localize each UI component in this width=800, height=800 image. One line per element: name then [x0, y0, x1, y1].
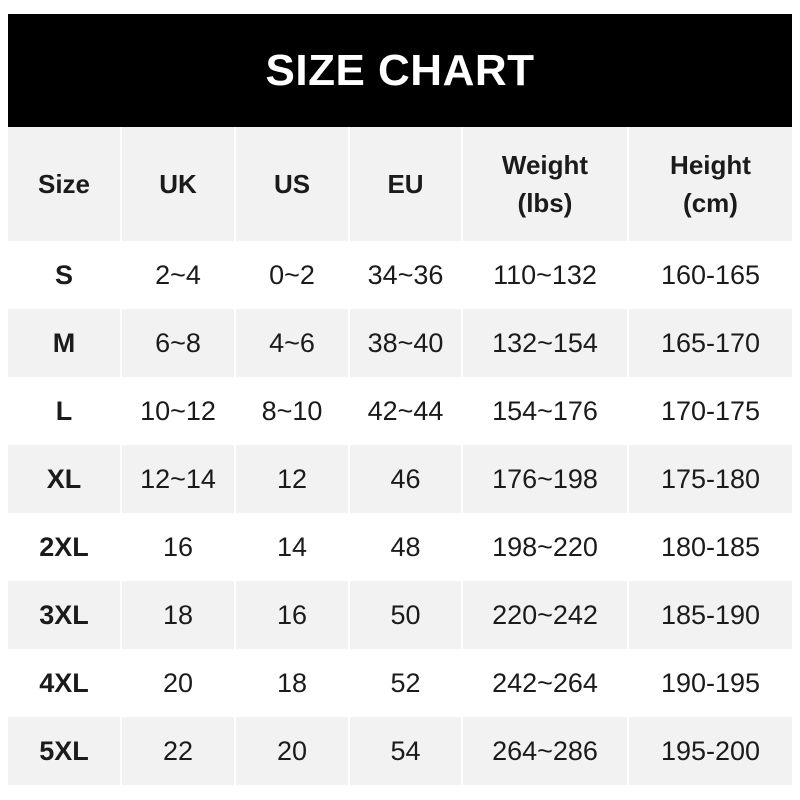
size-cell: 4XL [39, 667, 89, 698]
table-cell: 2~4 [120, 241, 235, 309]
table-cell: 20 [120, 649, 235, 717]
table-cell: 22 [120, 717, 235, 785]
column-header-label: US [273, 169, 311, 199]
table-cell: 50 [348, 581, 462, 649]
table-cell: 52 [348, 649, 462, 717]
size-cell: S [54, 259, 73, 290]
table-cell: 38~40 [348, 309, 462, 377]
column-header-unit: (cm) [683, 188, 738, 218]
table-cell: 16 [120, 513, 235, 581]
size-table: Size UK US EU Weight (lbs) Height (cm) S 2~4 0~2 3… [8, 127, 792, 785]
table-cell: 185-190 [627, 581, 792, 649]
table-cell: 160-165 [627, 241, 792, 309]
column-header-label: Height [670, 150, 751, 180]
table-row: 4XL 20 18 52 242~264 190-195 [8, 649, 792, 717]
table-cell: 18 [120, 581, 235, 649]
column-header-unit: (lbs) [517, 188, 573, 218]
table-cell: 10~12 [120, 377, 235, 445]
table-cell: 16 [234, 581, 349, 649]
table-cell: 264~286 [461, 717, 628, 785]
table-cell: 6~8 [120, 309, 235, 377]
size-cell: XL [8, 445, 121, 513]
column-header: Size [8, 127, 121, 241]
column-header: EU [348, 127, 462, 241]
table-cell: 12 [234, 445, 349, 513]
table-cell: 175-180 [627, 445, 792, 513]
table-cell: 170-175 [627, 377, 792, 445]
size-cell: 3XL [8, 581, 121, 649]
column-header: UK [120, 127, 235, 241]
table-cell: 48 [348, 513, 462, 581]
column-header: Height (cm) [627, 127, 792, 241]
table-cell: 195-200 [627, 717, 792, 785]
chart-title: SIZE CHART [8, 14, 792, 127]
table-cell: 14 [234, 513, 349, 581]
size-cell: 5XL [8, 717, 121, 785]
table-cell: 34~36 [348, 241, 462, 309]
table-cell: 18 [234, 649, 349, 717]
table-cell: 132~154 [461, 309, 628, 377]
table-cell: 154~176 [461, 377, 628, 445]
column-header: US [234, 127, 349, 241]
table-cell: 20 [234, 717, 349, 785]
table-cell: 46 [348, 445, 462, 513]
table-cell: 110~132 [461, 241, 628, 309]
table-cell: 180-185 [627, 513, 792, 581]
table-row: XL 12~14 12 46 176~198 175-180 [8, 445, 792, 513]
table-cell: 198~220 [461, 513, 628, 581]
table-cell: 8~10 [234, 377, 349, 445]
table-row: 3XL 18 16 50 220~242 185-190 [8, 581, 792, 649]
column-header-label: Size [37, 169, 91, 199]
column-header-label: Weight [501, 150, 589, 180]
table-row: S 2~4 0~2 34~36 110~132 160-165 [8, 241, 792, 309]
header-row: Size UK US EU Weight (lbs) Height (cm) [8, 127, 792, 241]
table-cell: 165-170 [627, 309, 792, 377]
size-cell: L [55, 395, 73, 426]
column-header-label: UK [159, 169, 197, 199]
table-row: L 10~12 8~10 42~44 154~176 170-175 [8, 377, 792, 445]
table-row: 2XL 16 14 48 198~220 180-185 [8, 513, 792, 581]
table-cell: 4~6 [234, 309, 349, 377]
table-cell: 0~2 [234, 241, 349, 309]
table-cell: 190-195 [627, 649, 792, 717]
size-cell: M [8, 309, 121, 377]
table-row: 5XL 22 20 54 264~286 195-200 [8, 717, 792, 785]
column-header: Weight (lbs) [461, 127, 628, 241]
column-header-label: EU [387, 169, 424, 199]
table-cell: 12~14 [120, 445, 235, 513]
table-row: M 6~8 4~6 38~40 132~154 165-170 [8, 309, 792, 377]
table-cell: 176~198 [461, 445, 628, 513]
size-cell: 2XL [39, 531, 89, 562]
table-cell: 54 [348, 717, 462, 785]
table-cell: 242~264 [461, 649, 628, 717]
table-cell: 42~44 [348, 377, 462, 445]
size-chart: SIZE CHART Size UK US EU Weight (lbs) Height (c… [8, 14, 792, 785]
table-cell: 220~242 [461, 581, 628, 649]
